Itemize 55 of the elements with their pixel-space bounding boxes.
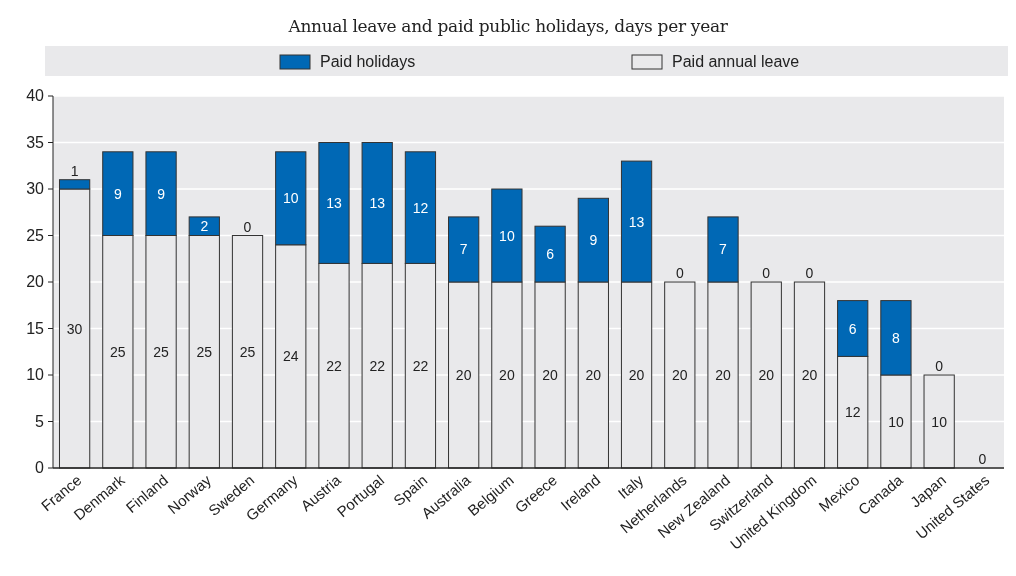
y-tick-label: 20 (26, 273, 45, 290)
data-label: 30 (66, 320, 83, 337)
data-label: 7 (459, 241, 468, 258)
chart-subtitle: Annual leave and paid public holidays, days per year (287, 16, 729, 36)
data-label: 6 (848, 320, 857, 337)
data-label: 20 (801, 367, 818, 383)
data-label: 10 (931, 413, 948, 430)
data-label: 20 (499, 367, 515, 383)
data-label: 25 (110, 343, 126, 360)
data-label: 10 (888, 413, 904, 430)
data-label: 20 (628, 367, 645, 383)
y-tick-label: 15 (26, 319, 45, 337)
y-tick-label: 5 (35, 412, 45, 430)
data-label: 0 (935, 358, 944, 374)
data-label: 20 (672, 367, 688, 383)
legend-label: Paid holidays (320, 53, 416, 70)
data-label: 1 (70, 162, 79, 179)
y-tick-label: 35 (26, 133, 45, 151)
data-label: 10 (282, 190, 299, 207)
data-label: 13 (369, 194, 386, 211)
data-label: 25 (239, 343, 256, 360)
data-label: 13 (628, 213, 645, 230)
data-label: 0 (805, 265, 814, 281)
data-label: 9 (157, 185, 166, 202)
data-label: 20 (715, 367, 732, 383)
data-label: 2 (200, 218, 209, 235)
data-label: 13 (326, 194, 342, 211)
data-label: 0 (978, 451, 987, 467)
data-label: 25 (196, 343, 213, 360)
data-label: 24 (282, 348, 299, 365)
data-label: 8 (892, 329, 901, 346)
data-label: 20 (758, 367, 775, 383)
y-tick-label: 0 (35, 459, 45, 476)
data-label: 6 (546, 246, 555, 263)
data-label: 9 (589, 232, 598, 249)
data-label: 20 (585, 367, 602, 383)
data-label: 22 (369, 357, 386, 374)
y-tick-label: 10 (26, 366, 45, 383)
data-label: 22 (412, 357, 429, 374)
legend-label: Paid annual leave (672, 53, 800, 70)
data-label: 10 (499, 227, 515, 244)
data-label: 22 (326, 357, 342, 374)
y-tick-label: 25 (26, 226, 45, 244)
data-label: 20 (455, 367, 472, 383)
data-label: 25 (153, 343, 170, 360)
data-label: 20 (542, 367, 559, 383)
data-label: 7 (719, 241, 728, 258)
y-tick-label: 30 (26, 180, 45, 197)
data-label: 0 (675, 265, 684, 281)
data-label: 0 (243, 218, 252, 235)
y-tick-label: 40 (26, 87, 45, 104)
data-label: 12 (844, 404, 861, 421)
data-label: 9 (113, 185, 122, 202)
data-label: 12 (412, 199, 429, 216)
data-label: 0 (762, 265, 771, 281)
